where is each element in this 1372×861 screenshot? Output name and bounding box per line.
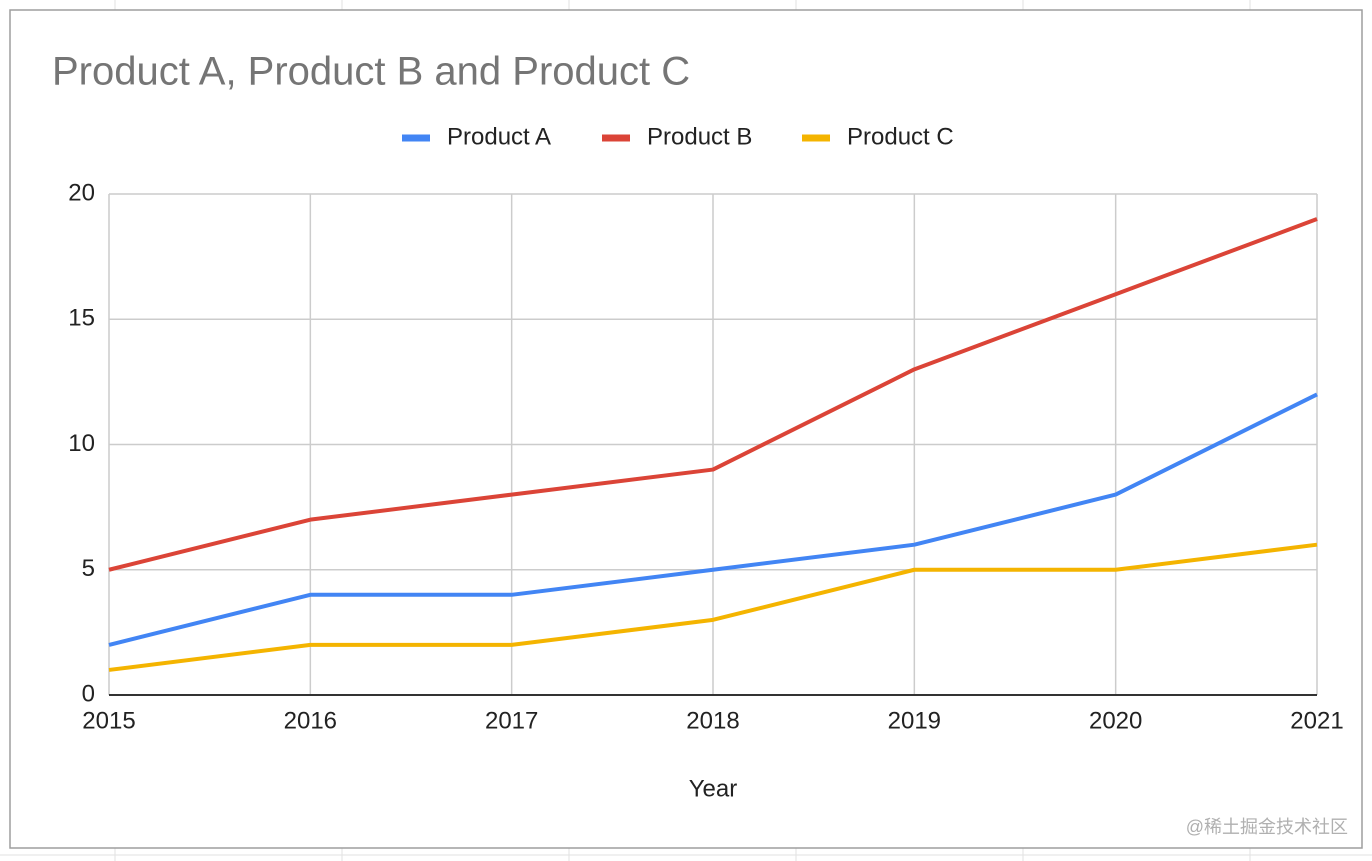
series-line	[108, 217, 1318, 572]
x-tick-label: 2021	[1290, 707, 1343, 734]
x-tick-label: 2016	[284, 707, 337, 734]
chart-frame	[9, 9, 1363, 849]
y-tick-label: 0	[82, 680, 95, 707]
series-line	[108, 392, 1318, 647]
y-tick-label: 15	[68, 305, 95, 332]
watermark: @稀土掘金技术社区	[1186, 817, 1348, 837]
legend-label: Product B	[647, 123, 752, 150]
legend-label: Product A	[447, 123, 551, 150]
y-tick-label: 20	[68, 179, 95, 206]
x-tick-label: 2018	[686, 707, 739, 734]
chart-title: Product A, Product B and Product C	[52, 50, 690, 94]
y-tick-label: 10	[68, 430, 95, 457]
y-tick-label: 5	[82, 555, 95, 582]
x-axis-title: Year	[689, 775, 738, 802]
series-line	[108, 542, 1318, 672]
legend-label: Product C	[847, 123, 954, 150]
x-tick-label: 2019	[888, 707, 941, 734]
x-tick-label: 2017	[485, 707, 538, 734]
x-tick-label: 2020	[1089, 707, 1142, 734]
x-tick-label: 2015	[82, 707, 135, 734]
